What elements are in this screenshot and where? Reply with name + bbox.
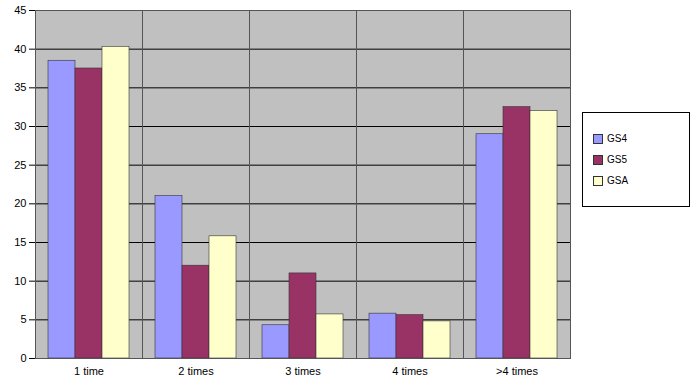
svg-text:2 times: 2 times (178, 365, 214, 377)
svg-text:>4 times: >4 times (496, 365, 538, 377)
svg-text:4 times: 4 times (392, 365, 428, 377)
svg-text:5: 5 (20, 313, 26, 325)
svg-text:20: 20 (14, 197, 26, 209)
svg-text:3 times: 3 times (285, 365, 321, 377)
html-text:GS5: GS5 (607, 154, 627, 165)
svg-text:10: 10 (14, 275, 26, 287)
svg-text:30: 30 (14, 120, 26, 132)
html-text:GSA: GSA (607, 175, 629, 186)
svg-text:40: 40 (14, 43, 26, 55)
svg-text:25: 25 (14, 159, 26, 171)
svg-text:35: 35 (14, 81, 26, 93)
svg-text:15: 15 (14, 236, 26, 248)
svg-text:0: 0 (20, 352, 26, 364)
svg-text:1 time: 1 time (74, 365, 104, 377)
html-text:GS4: GS4 (607, 133, 627, 144)
svg-text:45: 45 (14, 4, 26, 16)
